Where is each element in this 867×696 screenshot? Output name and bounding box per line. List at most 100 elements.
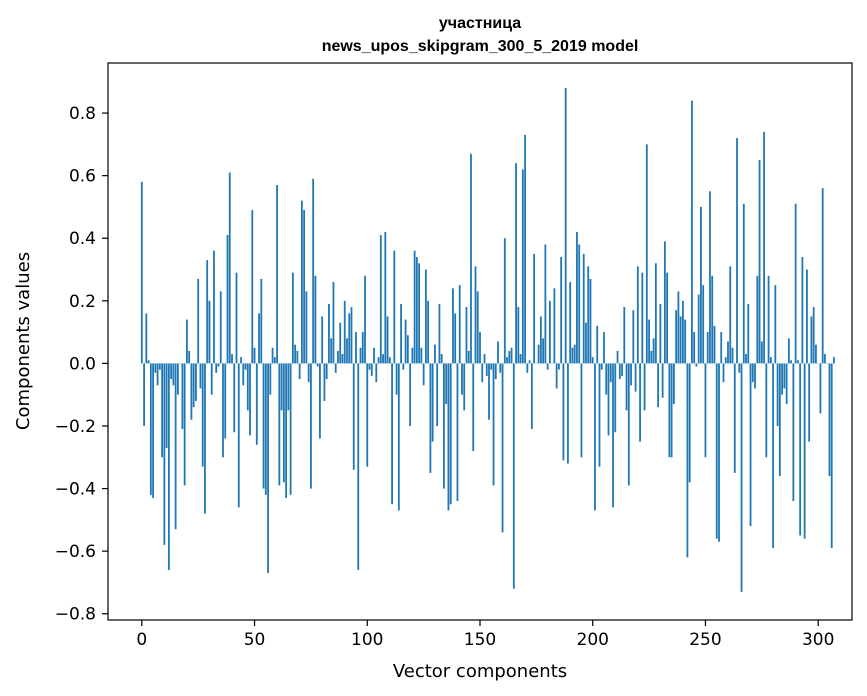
bar-220 <box>636 266 639 364</box>
bar-223 <box>643 363 646 411</box>
bar-19 <box>183 363 186 486</box>
bar-306 <box>830 363 833 549</box>
y-axis-ticks: −0.8 −0.6 −0.4 −0.2 0.0 0.2 0.4 0.6 0.8 <box>55 104 108 625</box>
bar-50 <box>253 347 256 364</box>
bar-96 <box>357 363 360 570</box>
bar-2 <box>145 313 148 364</box>
bar-294 <box>803 363 806 539</box>
bar-27 <box>201 363 204 467</box>
bar-163 <box>508 350 511 364</box>
bar-172 <box>528 360 531 364</box>
bar-184 <box>555 363 558 389</box>
bar-250 <box>704 363 707 458</box>
bar-148 <box>474 266 477 364</box>
bar-3 <box>147 360 150 364</box>
bar-198 <box>587 266 590 364</box>
bar-40 <box>231 354 233 364</box>
bar-115 <box>400 303 402 364</box>
bar-18 <box>181 363 184 430</box>
bar-162 <box>506 357 508 364</box>
bar-62 <box>280 363 283 411</box>
bar-190 <box>569 282 572 364</box>
bar-107 <box>382 354 384 364</box>
bar-307 <box>833 357 835 364</box>
bar-278 <box>767 275 770 364</box>
bar-259 <box>724 357 727 364</box>
bar-56 <box>267 363 269 574</box>
bar-33 <box>215 363 218 373</box>
bar-242 <box>686 363 689 558</box>
bar-29 <box>206 260 209 364</box>
bar-241 <box>684 319 687 364</box>
x-tick-label: 50 <box>244 630 266 650</box>
bar-85 <box>332 282 335 364</box>
x-axis-label: Vector components <box>393 661 567 682</box>
bar-114 <box>397 363 400 511</box>
bar-83 <box>328 303 330 364</box>
bar-151 <box>481 363 484 383</box>
bar-112 <box>393 250 396 364</box>
bar-13 <box>170 363 173 380</box>
bar-134 <box>443 363 445 489</box>
y-tick-label: 0.8 <box>69 104 96 124</box>
x-tick-label: 150 <box>464 630 496 650</box>
bar-196 <box>582 253 585 364</box>
bar-82 <box>325 363 328 380</box>
bar-38 <box>226 235 229 364</box>
bar-218 <box>632 310 635 364</box>
bar-187 <box>562 363 565 461</box>
bar-205 <box>603 332 605 364</box>
bar-257 <box>720 332 723 364</box>
bar-88 <box>339 322 342 364</box>
bar-28 <box>204 363 206 514</box>
bar-202 <box>596 325 599 364</box>
bar-237 <box>675 310 678 364</box>
bar-54 <box>262 363 265 489</box>
bar-102 <box>370 363 373 376</box>
bar-35 <box>219 291 222 364</box>
bar-155 <box>490 363 493 370</box>
bar-238 <box>677 291 680 364</box>
bar-171 <box>526 363 529 373</box>
bar-22 <box>190 363 193 420</box>
bar-176 <box>537 344 540 364</box>
bar-186 <box>560 257 563 364</box>
bar-6 <box>154 363 157 373</box>
bar-169 <box>521 169 524 364</box>
bar-214 <box>623 307 626 364</box>
bar-276 <box>763 131 765 364</box>
y-tick-label: −0.2 <box>55 417 96 437</box>
bar-136 <box>447 363 450 511</box>
bar-12 <box>167 363 170 570</box>
bar-51 <box>255 363 258 445</box>
bar-253 <box>711 275 714 364</box>
bar-240 <box>682 300 684 364</box>
bar-183 <box>553 288 556 364</box>
bar-296 <box>808 363 811 442</box>
bar-73 <box>305 291 308 364</box>
bar-286 <box>785 363 788 405</box>
bar-98 <box>361 332 364 364</box>
bar-81 <box>323 363 326 401</box>
bar-41 <box>233 363 236 433</box>
bar-65 <box>287 363 290 411</box>
bar-66 <box>289 363 292 495</box>
bar-8 <box>158 363 161 370</box>
bar-260 <box>727 341 729 364</box>
y-tick-label: 0.2 <box>69 292 96 312</box>
bar-228 <box>654 263 657 364</box>
bar-251 <box>706 332 709 364</box>
bar-48 <box>249 363 251 436</box>
y-tick-label: −0.8 <box>55 605 96 625</box>
bar-291 <box>796 360 799 364</box>
bar-99 <box>364 275 366 364</box>
bar-95 <box>355 332 357 364</box>
bar-224 <box>645 144 648 364</box>
bar-126 <box>424 269 427 364</box>
bar-84 <box>330 338 333 364</box>
bar-58 <box>271 347 274 364</box>
bar-248 <box>700 206 702 364</box>
bar-123 <box>418 263 421 364</box>
bar-15 <box>174 363 177 530</box>
bar-255 <box>715 363 718 539</box>
